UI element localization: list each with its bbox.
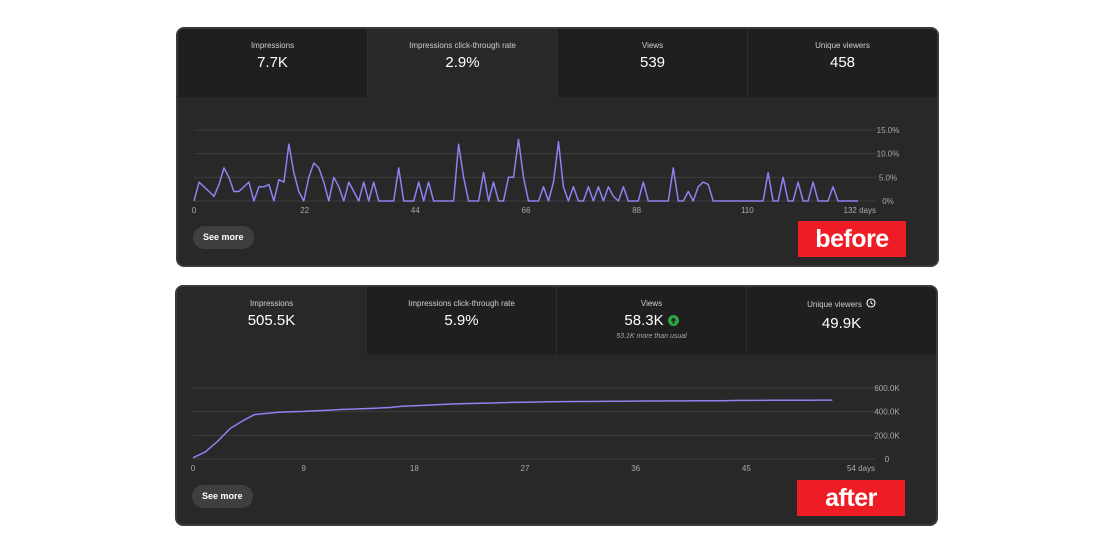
impressions-line-chart: 0 200.0K 400.0K 600.0K 0 9 18 27 36 45 54 days — [191, 384, 901, 473]
after-badge: after — [797, 480, 905, 516]
tab-impressions-label: Impressions — [249, 299, 294, 308]
series-line — [193, 138, 858, 202]
metric-tabs: Impressions 7.7K Impressions click-throu… — [178, 29, 937, 97]
tab-impressions-value: 505.5K — [247, 312, 296, 329]
tab-views-value-row: 58.3K — [557, 312, 746, 329]
tab-unique-viewers-label: Unique viewers — [807, 300, 862, 310]
tab-unique-viewers-label-row: Unique viewers — [747, 298, 936, 311]
tab-unique-viewers[interactable]: Unique viewers 49.9K — [747, 287, 936, 355]
tab-impressions[interactable]: Impressions 7.7K — [178, 29, 368, 97]
tab-views-label: Views — [640, 299, 663, 308]
y-tick-label: 400.0K — [874, 408, 900, 417]
x-tick-label: 36 — [631, 464, 640, 473]
tab-impressions-value: 7.7K — [257, 54, 288, 71]
x-tick-label: 110 — [741, 206, 754, 215]
tab-views[interactable]: Views 539 — [558, 29, 748, 97]
tab-ctr-label: Impressions click-through rate — [409, 41, 516, 50]
y-tick-label: 5.0% — [879, 173, 897, 182]
tab-views-note: 53.1K more than usual — [616, 333, 687, 340]
tab-unique-viewers-value: 458 — [829, 54, 856, 71]
y-tick-label: 600.0K — [874, 384, 900, 393]
x-tick-label: 132 days — [844, 206, 876, 215]
ctr-analytics-panel: Impressions 7.7K Impressions click-throu… — [176, 27, 939, 267]
see-more-button[interactable]: See more — [192, 485, 253, 508]
tab-ctr-label: Impressions click-through rate — [408, 299, 515, 308]
tab-views[interactable]: Views 58.3K 53.1K more than usual — [557, 287, 747, 355]
tab-unique-viewers-value: 49.9K — [821, 315, 862, 332]
clock-icon — [866, 298, 876, 310]
x-tick-label: 45 — [742, 464, 751, 473]
x-tick-label: 0 — [192, 206, 197, 215]
tab-unique-viewers-label: Unique viewers — [815, 41, 870, 50]
tab-views-value: 539 — [639, 54, 666, 71]
ctr-line-chart: 0% 5.0% 10.0% 15.0% 0 22 44 66 88 110 132 days — [192, 126, 900, 215]
y-tick-label: 15.0% — [877, 126, 900, 135]
tab-ctr[interactable]: Impressions click-through rate 2.9% — [368, 29, 558, 97]
series-line — [192, 399, 833, 459]
tab-views-label: Views — [641, 41, 664, 50]
tab-views-value: 58.3K — [624, 312, 664, 329]
y-tick-label: 0 — [885, 455, 890, 464]
tab-ctr-value: 5.9% — [444, 312, 479, 329]
see-more-button[interactable]: See more — [193, 226, 254, 249]
tab-impressions-label: Impressions — [250, 41, 295, 50]
x-tick-label: 0 — [191, 464, 196, 473]
x-tick-label: 88 — [632, 206, 641, 215]
x-tick-label: 66 — [522, 206, 531, 215]
tab-impressions[interactable]: Impressions 505.5K — [177, 287, 367, 355]
x-tick-label: 9 — [301, 464, 306, 473]
before-badge: before — [798, 221, 906, 257]
impressions-analytics-panel: Impressions 505.5K Impressions click-thr… — [175, 285, 938, 526]
tab-ctr-value: 2.9% — [445, 54, 480, 71]
x-tick-label: 27 — [521, 464, 530, 473]
arrow-up-icon — [667, 314, 679, 326]
y-tick-label: 200.0K — [874, 431, 900, 440]
x-tick-label: 18 — [410, 464, 419, 473]
x-tick-label: 54 days — [847, 464, 875, 473]
y-tick-label: 10.0% — [877, 150, 900, 159]
tab-ctr[interactable]: Impressions click-through rate 5.9% — [367, 287, 557, 355]
x-tick-label: 22 — [300, 206, 309, 215]
x-tick-label: 44 — [411, 206, 420, 215]
tab-unique-viewers[interactable]: Unique viewers 458 — [748, 29, 937, 97]
metric-tabs: Impressions 505.5K Impressions click-thr… — [177, 287, 936, 355]
y-tick-label: 0% — [882, 197, 894, 206]
